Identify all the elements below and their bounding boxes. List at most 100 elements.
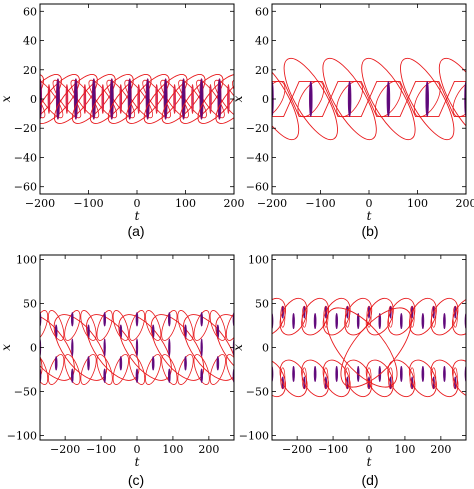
peak-core [249,313,251,329]
contour-outline [96,354,113,385]
peak-core [103,312,106,327]
peak-core [200,338,203,357]
x-tick-label: 0 [366,443,373,456]
peak-core [421,365,425,383]
y-tick-label: 40 [23,35,37,48]
peak-core [135,368,139,383]
contour-outline [365,297,394,336]
contour-outline [128,354,146,385]
contour-outline [215,314,234,381]
panel-c: −200 −100 0 100 200 −100 −50 0 50 100 t x (c) [0,253,277,488]
contour-outline [13,309,35,343]
peak-core [200,368,203,383]
plot-area [20,74,234,124]
peak-core [400,365,403,383]
x-tick-label: −100 [86,443,116,456]
peak-core [119,84,123,114]
contour-outline [145,310,162,341]
contour-outline [112,354,129,385]
peak-core [181,78,186,120]
y-tick-label: −60 [246,181,269,194]
y-tick-label: −40 [246,151,269,164]
peak-core [184,356,187,371]
contour-outline [193,354,210,385]
peak-core [356,312,360,330]
peak-core [109,78,114,120]
contour-outline [80,354,97,385]
panel-d: −200 −100 0 100 200 −100 −50 0 50 100 t x (d) [231,253,467,488]
x-tick-label: 200 [456,197,474,210]
contour-outline [13,353,35,387]
contour-outline [112,310,129,341]
x-tick-label: −200 [25,197,55,210]
peak-core [119,356,123,371]
contour-outline [40,310,49,341]
contour-outline [408,297,437,336]
plot-area [13,309,277,387]
peak-core [20,79,23,120]
contour-outline [70,79,100,119]
contour-outline [344,297,373,336]
peak-core [292,365,295,383]
y-tick-label: −20 [246,122,269,135]
y-tick-label: 0 [30,93,37,106]
contour-outline [272,57,300,141]
peak-core [378,312,382,330]
peak-core [73,78,78,120]
x-tick-label: 100 [394,443,415,456]
x-tick-label: −100 [305,197,335,210]
peak-core [135,312,139,327]
contour-outline [279,297,308,336]
contour-outline [177,310,194,341]
peak-core [163,78,168,120]
y-tick-label: 20 [255,64,269,77]
x-tick-label: 100 [175,197,196,210]
contour-outline [215,74,234,124]
peak-core [265,369,267,383]
x-tick-label: −100 [318,443,348,456]
contour-outline [322,297,351,336]
peak-core [23,356,25,370]
peak-core [155,84,158,114]
panel-caption: (b) [361,223,378,239]
peak-core [249,366,251,382]
peak-core [23,325,25,339]
contour-outline [301,297,330,336]
contour-outline [48,354,65,385]
contour-outline [255,353,277,387]
contour-outline [124,79,153,119]
contour-outline [272,297,286,336]
contour-outline [225,310,234,341]
peak-core [421,312,425,330]
y-tick-label: 0 [30,342,37,355]
contour-outline [283,57,338,141]
y-tick-label: 0 [262,342,269,355]
contour-outline [322,359,351,398]
contour-outline [408,359,437,398]
peak-core [103,338,106,357]
peak-core [168,312,171,327]
panel-caption: (c) [128,472,144,488]
x-tick-label: 100 [407,197,428,210]
contour-outline [400,57,455,141]
x-tick-label: 0 [134,197,141,210]
x-tick-label: −200 [257,197,287,210]
contour-outline [239,353,261,387]
contour-outline [40,79,64,119]
peak-core [71,312,74,327]
peak-core [168,338,171,357]
y-tick-label: −50 [246,386,269,399]
peak-core [87,356,90,371]
contour-outline [225,354,234,385]
contour-outline [452,359,466,398]
peak-core [386,81,391,117]
contour-outline [96,310,113,341]
contour-outline [336,80,363,118]
y-tick-label: 100 [16,253,37,266]
peak-core [443,365,446,383]
y-axis-label: x [0,95,13,102]
contour-outline [279,359,308,398]
y-tick-label: −40 [14,151,37,164]
contour-outline [64,354,81,385]
